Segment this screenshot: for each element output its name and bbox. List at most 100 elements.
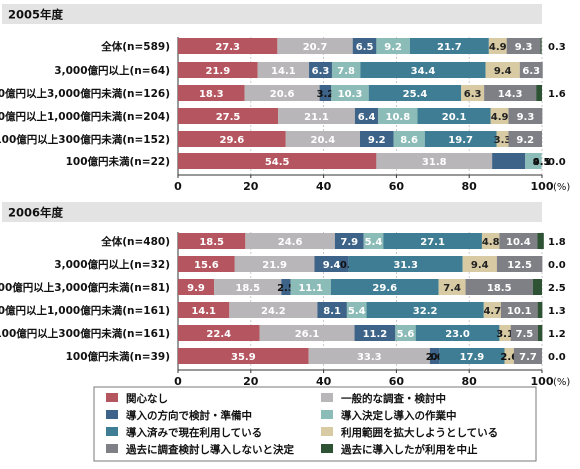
legend-swatch (106, 410, 118, 419)
data-label: 0.3 (548, 42, 566, 53)
legend-label: 関心なし (126, 393, 168, 405)
data-label: 6.5 (356, 42, 374, 53)
x-tick-label: 20 (243, 180, 259, 193)
bar-segment (277, 38, 353, 54)
data-label: 3.1 (496, 329, 514, 340)
data-label: 7.7 (519, 352, 537, 363)
data-label: 0.0 (548, 260, 566, 271)
panel-header-band (2, 4, 542, 24)
data-label: 11.2 (363, 329, 388, 340)
data-label: 24.2 (261, 306, 286, 317)
bar-segment (537, 325, 543, 341)
category-label: 100億円未満(n=22) (66, 155, 170, 168)
legend-swatch (321, 427, 333, 436)
legend-swatch (106, 393, 118, 402)
data-label: 15.6 (194, 260, 219, 271)
bar-segment (537, 233, 544, 249)
x-tick-label: 60 (389, 375, 405, 388)
bar-segment (348, 256, 463, 272)
bar-segment (319, 85, 332, 101)
x-tick-label: 0 (174, 375, 182, 388)
bar-segment (378, 108, 418, 124)
bar-segment (259, 325, 355, 341)
bar-segment (178, 256, 235, 272)
data-label: 22.4 (206, 329, 231, 340)
data-label: 4.9 (489, 42, 507, 53)
data-label: 12.5 (507, 260, 532, 271)
bar-segment (383, 233, 482, 249)
category-label: 100億円未満(n=39) (66, 350, 170, 363)
bar-segment (178, 153, 377, 169)
panel-title: 2006年度 (8, 206, 64, 220)
data-label: 2.5 (548, 283, 566, 294)
data-label: 21.9 (206, 66, 231, 77)
data-label: 4.9 (491, 112, 509, 123)
x-tick-label: 40 (316, 180, 332, 193)
legend-label: 利用範囲を拡大しようとしている (341, 426, 498, 439)
bar-segment (481, 233, 500, 249)
data-label: 6.3 (464, 89, 482, 100)
bar-segment (308, 348, 430, 364)
data-label: 7.9 (340, 237, 358, 248)
data-label: 3.2 (317, 89, 335, 100)
data-label: 18.5 (487, 283, 512, 294)
data-label: 1.8 (548, 237, 566, 248)
data-label: 9.3 (517, 112, 535, 123)
bar-segment (504, 348, 514, 364)
data-label: 0.0 (548, 157, 566, 168)
data-label: 2.5 (277, 283, 295, 294)
bar-segment (317, 302, 347, 318)
data-label: 32.2 (413, 306, 438, 317)
data-label: 9.4 (471, 260, 489, 271)
legend-label: 導入の方向で検討・準備中 (126, 409, 252, 422)
category-label: 300億円以上1,000億円未満(n=204) (0, 110, 170, 123)
category-label: 3,000億円以上(n=32) (54, 258, 170, 271)
bar-segment (178, 38, 278, 54)
data-label: 20.4 (311, 135, 336, 146)
data-label: 20.7 (303, 42, 328, 53)
bar-segment (483, 302, 501, 318)
legend-box (93, 386, 537, 462)
bar-segment (499, 325, 511, 341)
data-label: 25.4 (403, 89, 428, 100)
x-tick-label: 40 (316, 375, 332, 388)
data-label: 1.6 (548, 89, 566, 100)
category-label: 全体(n=589) (100, 40, 170, 53)
bar-segment (461, 85, 485, 101)
category-label: 3,000億円以上(n=64) (54, 64, 170, 77)
bar-segment (360, 62, 486, 78)
bar-segment (346, 302, 367, 318)
bar-segment (178, 108, 279, 124)
data-label: 9.9 (187, 283, 205, 294)
data-label: 31.3 (393, 260, 418, 271)
bar-segment (285, 131, 360, 147)
data-label: 2.6 (426, 352, 444, 363)
bar-segment (499, 233, 538, 249)
bar-segment (360, 131, 394, 147)
bar-segment (354, 108, 379, 124)
bar-segment (178, 62, 258, 78)
data-label: 27.1 (420, 237, 445, 248)
bar-segment (229, 302, 318, 318)
bar-segment (409, 38, 489, 54)
data-label: 9.2 (384, 42, 402, 53)
legend-swatch (106, 427, 118, 436)
bar-segment (484, 85, 537, 101)
data-label: 6.4 (358, 112, 376, 123)
bar-segment (485, 62, 520, 78)
data-label: 4.5 (533, 157, 551, 168)
data-label: 20.6 (270, 89, 295, 100)
legend-label: 導入決定し導入の作業中 (341, 409, 457, 422)
bar-segment (429, 348, 440, 364)
category-label: 100億円以上300億円未満(n=152) (0, 133, 170, 146)
bar-segment (178, 302, 230, 318)
bar-segment (462, 256, 497, 272)
bar-segment (417, 108, 491, 124)
data-label: 14.1 (191, 306, 216, 317)
panel-header-band (2, 202, 542, 222)
bar-segment (376, 153, 493, 169)
bar-segment (424, 131, 497, 147)
bar-segment (178, 279, 215, 295)
bar-segment (354, 325, 396, 341)
